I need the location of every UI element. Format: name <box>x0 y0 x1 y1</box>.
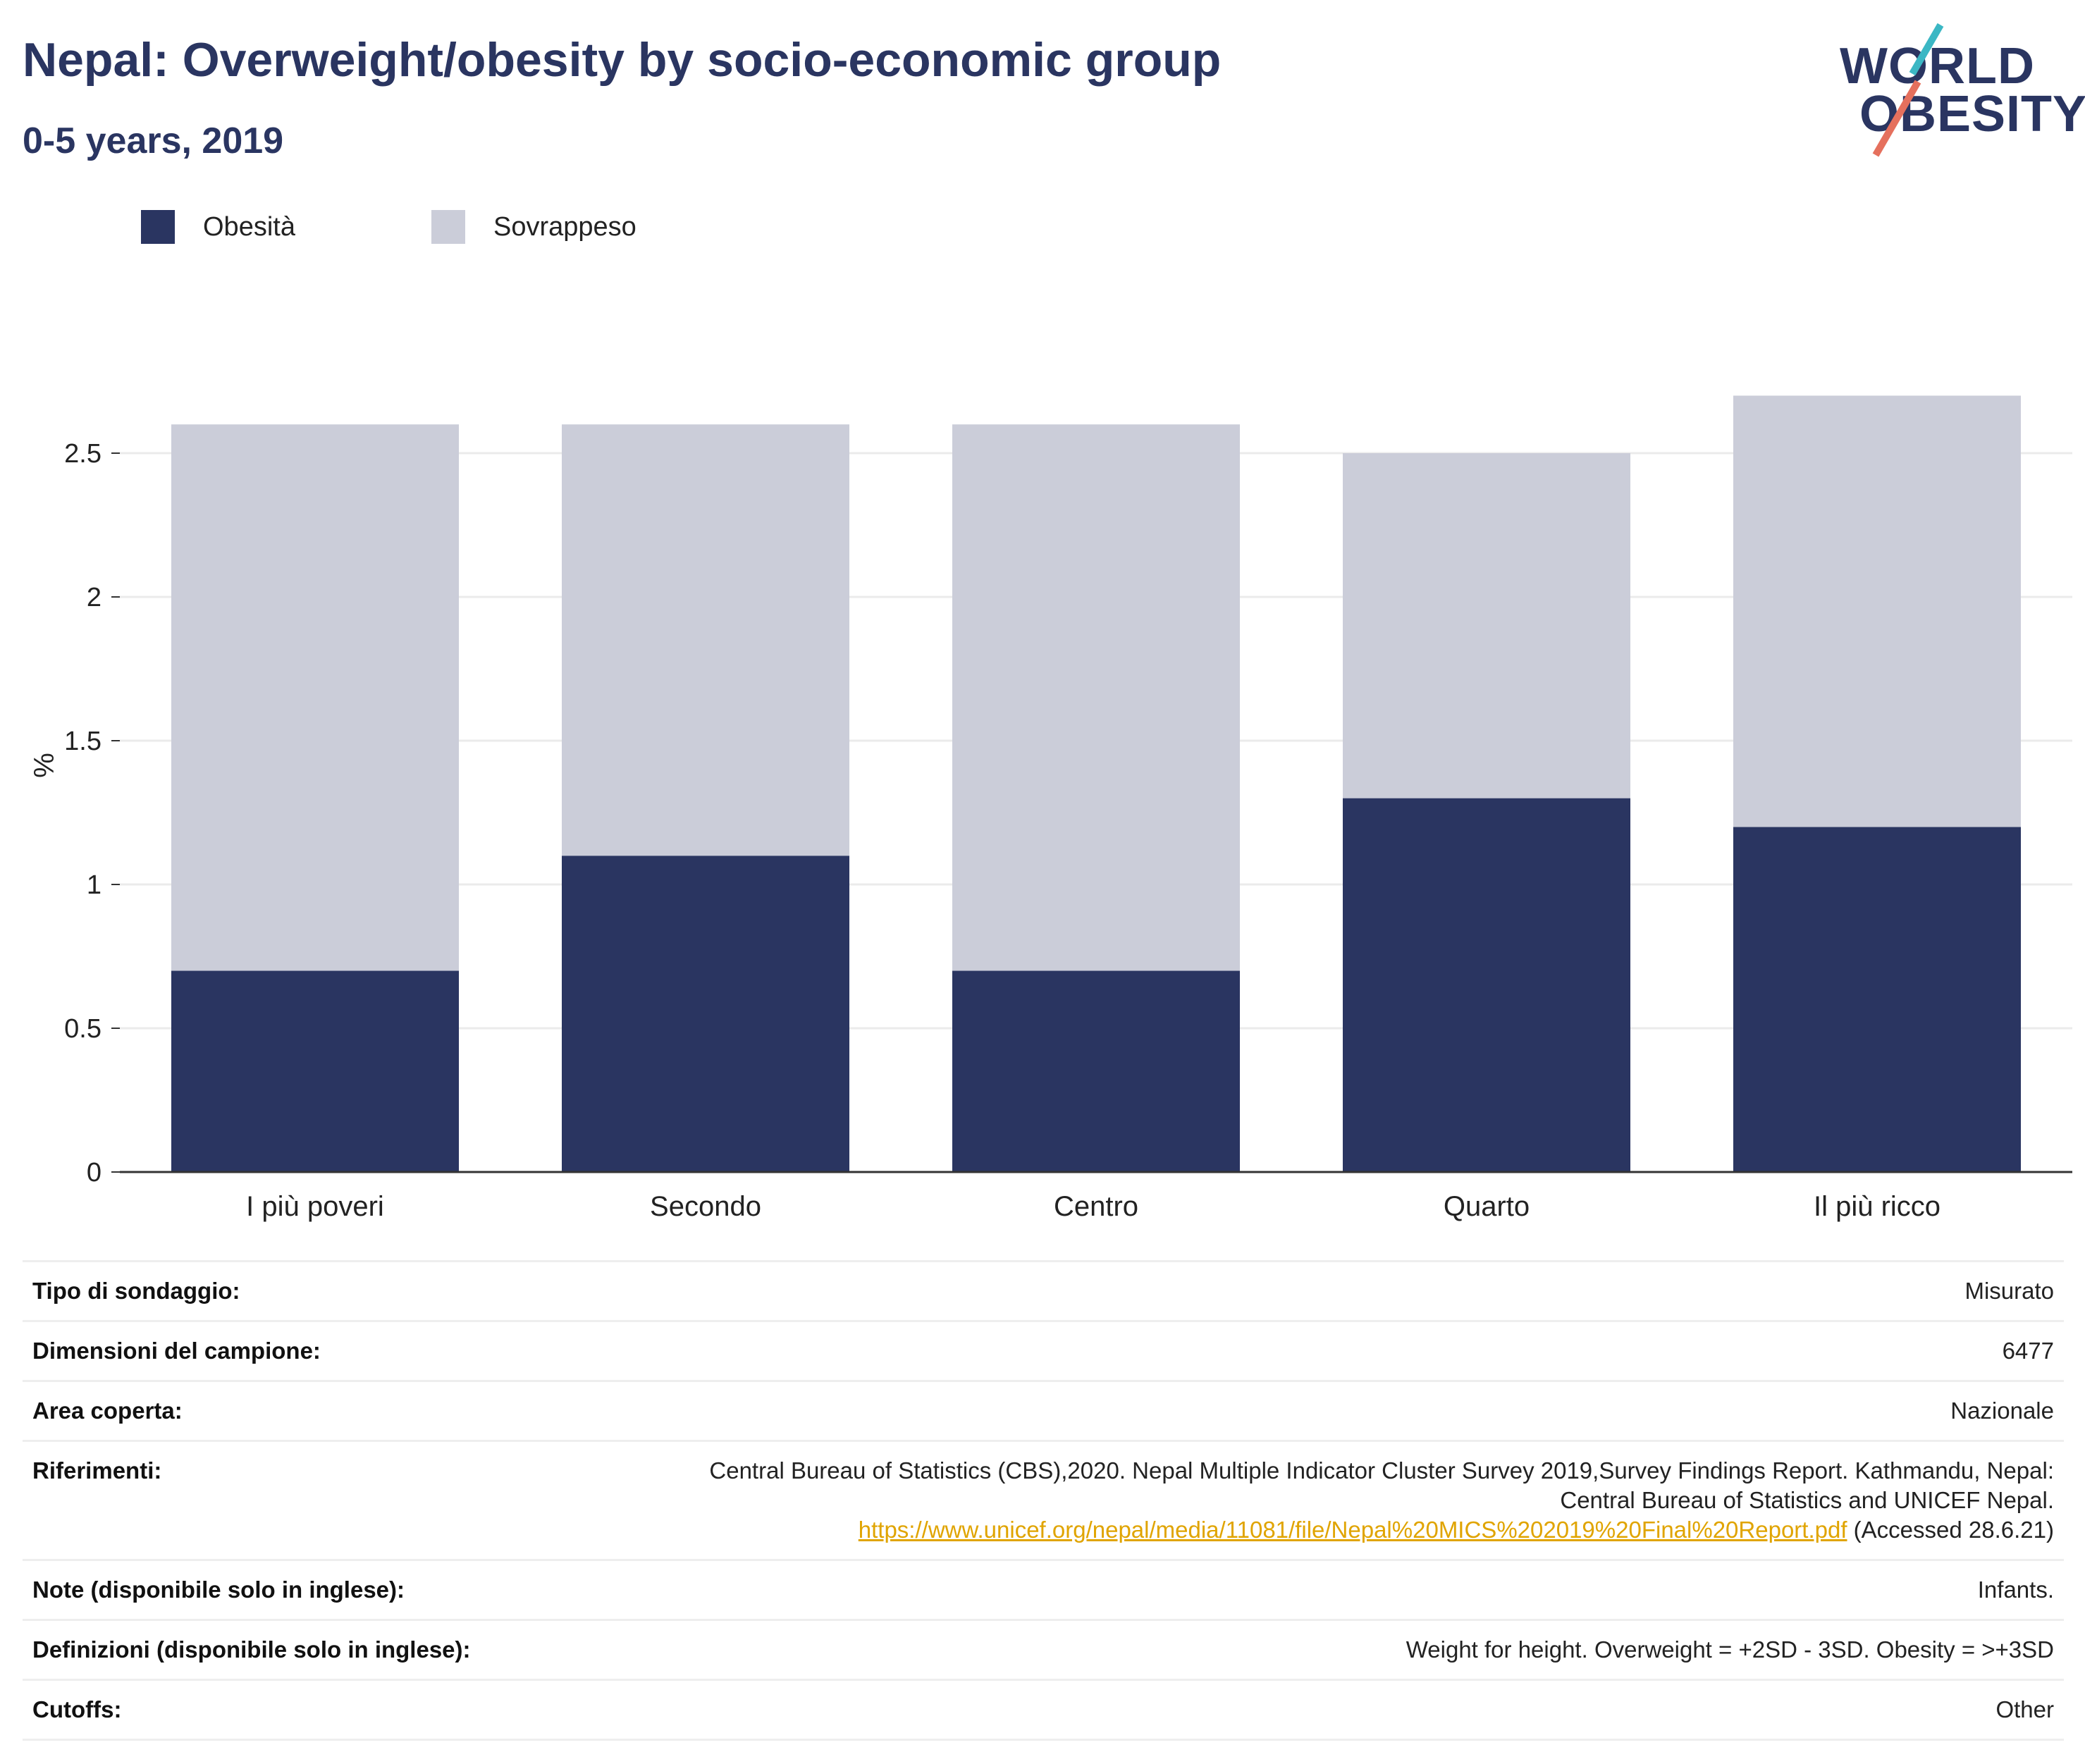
bar-overweight <box>952 424 1240 971</box>
info-row-definitions: Definizioni (disponibile solo in inglese… <box>23 1619 2064 1679</box>
bar-overweight <box>1733 395 2021 827</box>
chart-title: Nepal: Overweight/obesity by socio-econo… <box>23 33 1222 87</box>
info-value: Weight for height. Overweight = +2SD - 3… <box>1406 1636 2054 1663</box>
bar-overweight <box>171 424 459 971</box>
reference-accessed: (Accessed 28.6.21) <box>1853 1517 2054 1543</box>
legend-swatch-obesity <box>141 210 175 244</box>
y-tick-label: 1 <box>87 870 102 900</box>
references-value: Central Bureau of Statistics (CBS),2020.… <box>709 1456 2054 1545</box>
info-value: Nazionale <box>1950 1398 2054 1424</box>
bar-obesity <box>562 856 849 1172</box>
world-obesity-logo[interactable]: WORLD OBESITY <box>1840 21 2085 157</box>
x-category-label: Quarto <box>1444 1191 1530 1222</box>
bar-obesity <box>1733 827 2021 1172</box>
reference-text-1: Central Bureau of Statistics (CBS),2020.… <box>709 1457 2054 1484</box>
y-axis-title: % <box>29 753 60 778</box>
y-tick-label: 2.5 <box>64 439 102 469</box>
info-label: Dimensioni del campione: <box>32 1338 321 1364</box>
y-tick-label: 1.5 <box>64 727 102 756</box>
info-label: Cutoffs: <box>32 1696 122 1722</box>
info-value: 6477 <box>2002 1338 2054 1364</box>
info-row-sample-size: Dimensioni del campione: 6477 <box>23 1320 2064 1380</box>
legend-label-obesity: Obesità <box>203 211 295 242</box>
bar-obesity <box>171 970 459 1172</box>
info-label: Area coperta: <box>32 1398 183 1424</box>
legend-label-overweight: Sovrappeso <box>493 211 636 242</box>
bar-overweight <box>1343 453 1630 798</box>
bar-overweight <box>562 424 849 856</box>
bar-obesity <box>952 970 1240 1172</box>
info-value: Misurato <box>1964 1278 2054 1304</box>
info-label: Note (disponibile solo in inglese): <box>32 1577 405 1603</box>
info-label: Tipo di sondaggio: <box>32 1278 240 1304</box>
info-label: Riferimenti: <box>32 1457 162 1484</box>
info-label: Definizioni (disponibile solo in inglese… <box>32 1636 471 1663</box>
logo-line1: WORLD <box>1840 38 2035 94</box>
x-category-label: Centro <box>1054 1191 1138 1222</box>
info-value: Other <box>1995 1696 2054 1722</box>
legend-swatch-overweight <box>431 210 465 244</box>
legend-item-obesity[interactable]: Obesità <box>141 210 295 244</box>
info-value: Infants. <box>1977 1577 2054 1603</box>
info-row-notes: Note (disponibile solo in inglese): Infa… <box>23 1559 2064 1619</box>
y-tick-label: 0.5 <box>64 1014 102 1044</box>
x-category-label: Il più ricco <box>1814 1191 1941 1222</box>
bar-obesity <box>1343 798 1630 1172</box>
y-tick-label: 0 <box>87 1158 102 1188</box>
stacked-bar-chart: 0 0.5 1 1.5 2 2.5% I più poveri Secondo Centro Qu… <box>29 395 2072 1222</box>
reference-text-2: Central Bureau of Statistics and UNICEF … <box>1560 1487 2054 1513</box>
y-tick-label: 2 <box>87 583 102 612</box>
survey-info-table: Tipo di sondaggio: Misurato Dimensioni d… <box>23 1260 2064 1741</box>
info-row-references: Riferimenti: Central Bureau of Statistic… <box>23 1440 2064 1559</box>
chart-subtitle: 0-5 years, 2019 <box>23 121 284 161</box>
reference-link[interactable]: https://www.unicef.org/nepal/media/11081… <box>858 1517 1847 1543</box>
x-category-label: Secondo <box>650 1191 761 1222</box>
info-row-area: Area coperta: Nazionale <box>23 1380 2064 1440</box>
x-category-label: I più poveri <box>246 1191 384 1222</box>
info-row-cutoffs: Cutoffs: Other <box>23 1679 2064 1741</box>
info-row-survey-type: Tipo di sondaggio: Misurato <box>23 1260 2064 1320</box>
legend-item-overweight[interactable]: Sovrappeso <box>431 210 636 244</box>
